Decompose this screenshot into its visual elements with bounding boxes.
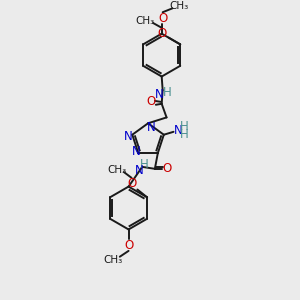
- Text: H: H: [140, 158, 148, 171]
- Text: O: O: [124, 238, 133, 251]
- Text: N: N: [174, 124, 183, 137]
- Text: O: O: [146, 95, 156, 108]
- Text: N: N: [154, 88, 163, 100]
- Text: H: H: [180, 120, 189, 134]
- Text: N: N: [147, 121, 155, 134]
- Text: H: H: [180, 128, 189, 141]
- Text: N: N: [132, 145, 141, 158]
- Text: CH₃: CH₃: [169, 2, 189, 11]
- Text: CH₃: CH₃: [103, 255, 123, 265]
- Text: CH₃: CH₃: [107, 165, 127, 175]
- Text: O: O: [158, 12, 167, 25]
- Text: N: N: [124, 130, 133, 143]
- Text: O: O: [162, 162, 171, 175]
- Text: N: N: [135, 164, 144, 177]
- Text: CH₃: CH₃: [136, 16, 155, 26]
- Text: O: O: [157, 27, 167, 40]
- Text: O: O: [127, 177, 136, 190]
- Text: H: H: [163, 85, 172, 99]
